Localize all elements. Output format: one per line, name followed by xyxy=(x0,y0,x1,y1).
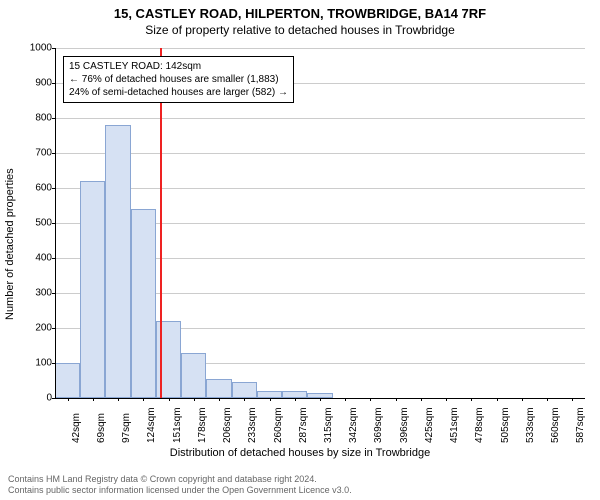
xtick-label: 315sqm xyxy=(323,407,334,443)
xtick-label: 451sqm xyxy=(449,407,460,443)
ytick-label: 600 xyxy=(12,183,52,194)
histogram-bar xyxy=(232,382,257,398)
annotation-line2: ← 76% of detached houses are smaller (1,… xyxy=(69,73,288,86)
plot-area: 15 CASTLEY ROAD: 142sqm← 76% of detached… xyxy=(55,48,585,398)
xtick-label: 42sqm xyxy=(71,413,82,443)
ytick-mark xyxy=(52,153,55,154)
xtick-label: 178sqm xyxy=(197,407,208,443)
ytick-mark xyxy=(52,223,55,224)
ytick-label: 700 xyxy=(12,148,52,159)
xtick-label: 151sqm xyxy=(172,407,183,443)
ytick-mark xyxy=(52,328,55,329)
xtick-label: 124sqm xyxy=(146,407,157,443)
attribution-line1: Contains HM Land Registry data © Crown c… xyxy=(8,474,352,486)
chart-subtitle: Size of property relative to detached ho… xyxy=(0,21,600,37)
histogram-bar xyxy=(282,391,307,398)
ytick-label: 400 xyxy=(12,253,52,264)
xtick-label: 97sqm xyxy=(121,413,132,443)
xtick-label: 425sqm xyxy=(424,407,435,443)
ytick-mark xyxy=(52,363,55,364)
xtick-label: 587sqm xyxy=(575,407,586,443)
xtick-mark xyxy=(219,398,220,401)
histogram-bar xyxy=(131,209,156,398)
xtick-mark xyxy=(421,398,422,401)
ytick-label: 1000 xyxy=(12,43,52,54)
xtick-label: 505sqm xyxy=(500,407,511,443)
xtick-label: 533sqm xyxy=(525,407,536,443)
chart-title: 15, CASTLEY ROAD, HILPERTON, TROWBRIDGE,… xyxy=(0,0,600,21)
histogram-bar xyxy=(80,181,105,398)
xtick-mark xyxy=(244,398,245,401)
ytick-label: 900 xyxy=(12,78,52,89)
attribution-line2: Contains public sector information licen… xyxy=(8,485,352,497)
ytick-mark xyxy=(52,293,55,294)
histogram-bar xyxy=(105,125,130,398)
xtick-mark xyxy=(547,398,548,401)
xtick-mark xyxy=(194,398,195,401)
attribution: Contains HM Land Registry data © Crown c… xyxy=(8,474,352,497)
xtick-mark xyxy=(522,398,523,401)
annotation-box: 15 CASTLEY ROAD: 142sqm← 76% of detached… xyxy=(63,56,294,103)
ytick-mark xyxy=(52,118,55,119)
xtick-label: 233sqm xyxy=(247,407,258,443)
xtick-label: 369sqm xyxy=(373,407,384,443)
xtick-mark xyxy=(270,398,271,401)
xtick-mark xyxy=(446,398,447,401)
gridline xyxy=(55,153,585,154)
xtick-label: 260sqm xyxy=(273,407,284,443)
histogram-bar xyxy=(181,353,206,399)
xtick-mark xyxy=(93,398,94,401)
ytick-label: 800 xyxy=(12,113,52,124)
xtick-mark xyxy=(497,398,498,401)
ytick-mark xyxy=(52,398,55,399)
xtick-mark xyxy=(68,398,69,401)
xtick-mark xyxy=(572,398,573,401)
gridline xyxy=(55,118,585,119)
ytick-label: 300 xyxy=(12,288,52,299)
x-axis-label: Distribution of detached houses by size … xyxy=(0,447,600,459)
xtick-label: 478sqm xyxy=(474,407,485,443)
xtick-label: 396sqm xyxy=(399,407,410,443)
ytick-mark xyxy=(52,83,55,84)
xtick-mark xyxy=(345,398,346,401)
ytick-label: 100 xyxy=(12,358,52,369)
xtick-mark xyxy=(471,398,472,401)
xtick-label: 342sqm xyxy=(348,407,359,443)
gridline xyxy=(55,188,585,189)
ytick-label: 500 xyxy=(12,218,52,229)
xtick-mark xyxy=(169,398,170,401)
annotation-line1: 15 CASTLEY ROAD: 142sqm xyxy=(69,60,288,73)
xtick-mark xyxy=(295,398,296,401)
xtick-mark xyxy=(396,398,397,401)
gridline xyxy=(55,48,585,49)
xtick-mark xyxy=(143,398,144,401)
xtick-label: 287sqm xyxy=(298,407,309,443)
xtick-mark xyxy=(370,398,371,401)
xtick-mark xyxy=(118,398,119,401)
xtick-label: 560sqm xyxy=(550,407,561,443)
y-axis xyxy=(55,48,56,398)
histogram-bar xyxy=(206,379,231,398)
annotation-line3: 24% of semi-detached houses are larger (… xyxy=(69,86,288,99)
histogram-bar xyxy=(257,391,282,398)
ytick-mark xyxy=(52,188,55,189)
ytick-label: 200 xyxy=(12,323,52,334)
ytick-mark xyxy=(52,258,55,259)
xtick-label: 206sqm xyxy=(222,407,233,443)
histogram-bar xyxy=(55,363,80,398)
ytick-mark xyxy=(52,48,55,49)
xtick-mark xyxy=(320,398,321,401)
xtick-label: 69sqm xyxy=(96,413,107,443)
ytick-label: 0 xyxy=(12,393,52,404)
